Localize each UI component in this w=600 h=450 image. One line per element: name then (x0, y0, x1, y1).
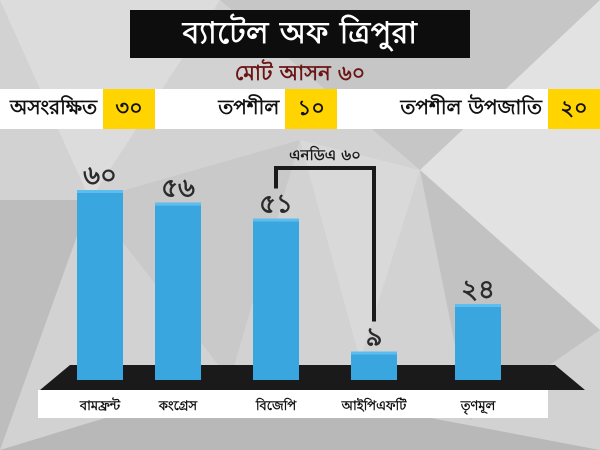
seat-value-unreserved: ৩০ (103, 89, 156, 129)
value-label-3: ৯ (366, 323, 383, 353)
seat-label-unreserved: অসংরক্ষিত (10, 94, 98, 119)
bar-top-3 (351, 351, 397, 355)
value-label-4: ২৪ (461, 275, 495, 305)
seat-label-st: তপশীল উপজাতি (400, 94, 542, 119)
seat-breakdown-band: অসংরক্ষিত ৩০ তপশীল ১০ তপশীল উপজাতি ২০ (0, 89, 600, 129)
seat-value-st: ২০ (548, 89, 600, 129)
seat-bar-chart: ৬০ বামফ্রন্ট ৫৬ কংগ্রেস ৫১ বিজেপি ৯ আইপিএফটি ২৪ ত… (38, 145, 585, 418)
bar-3 (351, 351, 397, 380)
value-label-0: ৬০ (83, 161, 117, 191)
category-label-0: বামফ্রন্ট (79, 397, 121, 414)
seat-group-st: তপশীল উপজাতি ২০ (390, 89, 600, 129)
bar-top-1 (155, 202, 201, 206)
seat-value-sc: ১০ (285, 89, 338, 129)
bar-2 (253, 218, 299, 380)
seat-group-sc: তপশীল ১০ (208, 89, 338, 129)
category-label-strip (38, 390, 548, 418)
subtitle-text: মোট আসন ৬০ (234, 60, 366, 85)
title-text: ব্যাটেল অফ ত্রিপুরা (182, 15, 418, 51)
bar-top-0 (77, 190, 123, 193)
bar-top-2 (253, 218, 299, 222)
seat-label-sc: তপশীল (218, 94, 280, 119)
category-label-3: আইপিএফটি (341, 397, 408, 414)
category-label-2: বিজেপি (255, 397, 298, 414)
seat-group-unreserved: অসংরক্ষিত ৩০ (0, 89, 156, 129)
bar-4 (455, 304, 501, 380)
category-label-4: তৃণমূল (460, 399, 497, 415)
bar-0 (77, 190, 123, 380)
nda-bracket-line (274, 166, 376, 322)
category-label-1: কংগ্রেস (158, 399, 199, 414)
bar-1 (155, 202, 201, 380)
bar-top-4 (455, 304, 501, 307)
nda-bracket-label: এনডিএ ৬০ (289, 145, 361, 164)
total-seats-subtitle: মোট আসন ৬০ (0, 60, 600, 88)
value-label-1: ৫৬ (161, 174, 195, 204)
value-label-2: ৫১ (259, 190, 293, 220)
page-title: ব্যাটেল অফ ত্রিপুরা (130, 10, 470, 58)
